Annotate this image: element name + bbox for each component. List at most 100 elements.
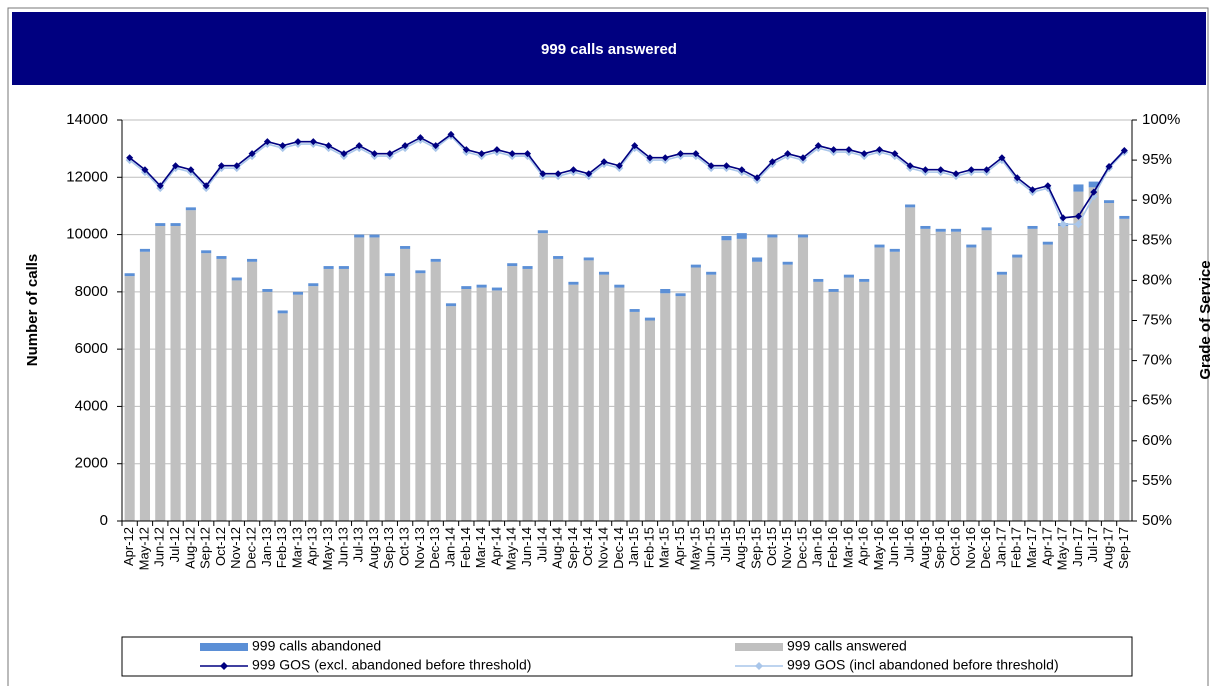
bar — [354, 234, 365, 238]
bar — [752, 257, 763, 262]
x-tick-label: Jan-14 — [442, 527, 457, 567]
bar — [292, 291, 304, 295]
line-marker — [661, 154, 669, 162]
bar — [476, 287, 487, 521]
bar — [583, 260, 594, 521]
bar — [277, 310, 288, 314]
line-marker — [508, 150, 516, 158]
bar — [537, 230, 548, 234]
x-tick-label: Apr-14 — [488, 527, 503, 566]
x-tick-label: Dec-13 — [427, 527, 442, 569]
x-tick-label: Oct-16 — [947, 527, 962, 566]
y-tick-label: 8000 — [75, 283, 108, 300]
bar — [1119, 218, 1130, 521]
bar — [308, 286, 319, 521]
x-tick-label: Feb-17 — [1009, 527, 1024, 568]
y-tick-label: 12000 — [66, 168, 108, 185]
bar — [323, 268, 334, 521]
x-tick-label: Jan-15 — [626, 527, 641, 567]
line-marker — [906, 162, 914, 170]
x-tick-label: Jul-14 — [534, 527, 549, 562]
bar — [139, 251, 151, 521]
bar — [430, 261, 441, 521]
x-tick-label: Dec-15 — [794, 527, 809, 569]
x-tick-label: Mar-14 — [473, 527, 488, 568]
bar — [598, 271, 610, 275]
y-tick-label: 4000 — [75, 397, 108, 414]
x-tick-label: Aug-13 — [366, 527, 381, 569]
line-marker — [692, 150, 700, 158]
line-marker — [585, 170, 593, 178]
x-tick-label: Sep-12 — [198, 527, 213, 569]
bar — [415, 273, 426, 521]
y2-tick-label: 50% — [1142, 512, 1172, 529]
bar — [461, 286, 472, 289]
y2-tick-label: 100% — [1142, 111, 1180, 128]
bar — [996, 274, 1007, 521]
bar — [338, 266, 349, 269]
title-bar — [12, 12, 1206, 85]
x-tick-label: Feb-14 — [458, 527, 473, 568]
bar — [828, 291, 839, 521]
bar — [369, 234, 380, 238]
bar — [308, 283, 319, 287]
x-tick-label: Aug-12 — [182, 527, 197, 569]
bar — [445, 306, 457, 521]
x-tick-label: Jul-15 — [718, 527, 733, 562]
bar — [568, 281, 579, 285]
x-tick-label: Mar-16 — [840, 527, 855, 568]
bar — [583, 257, 594, 261]
bar — [155, 225, 166, 521]
bar — [1073, 184, 1084, 192]
bar — [950, 228, 962, 232]
line-marker — [600, 158, 608, 166]
bar — [216, 258, 227, 521]
y2-tick-label: 95% — [1142, 151, 1172, 168]
bar — [721, 236, 732, 241]
line-marker — [478, 150, 486, 158]
bar — [874, 247, 885, 522]
line-marker — [248, 150, 256, 158]
line-marker — [1090, 188, 1098, 196]
bar — [568, 284, 579, 521]
x-tick-label: Nov-13 — [412, 527, 427, 569]
bar — [782, 264, 793, 521]
bar — [1088, 181, 1099, 188]
x-tick-label: Sep-16 — [932, 527, 947, 569]
bar — [461, 288, 472, 521]
line-marker — [876, 146, 883, 154]
y-tick-label: 2000 — [75, 455, 108, 472]
x-tick-label: Feb-16 — [825, 527, 840, 568]
x-tick-label: Jan-16 — [810, 527, 825, 567]
line-marker — [447, 130, 455, 138]
line-marker — [386, 150, 394, 158]
x-tick-label: Dec-16 — [978, 527, 993, 569]
bar — [507, 263, 518, 267]
line-marker — [493, 146, 501, 154]
bar — [231, 277, 242, 281]
line-marker — [172, 162, 180, 170]
y2-axis-label: Grade of Service — [1197, 260, 1214, 379]
x-tick-label: Aug-14 — [550, 527, 565, 569]
bar — [201, 253, 212, 522]
bar — [629, 311, 640, 521]
bar — [155, 223, 166, 226]
line-marker — [432, 142, 440, 150]
bar — [369, 237, 380, 521]
line-marker — [722, 162, 730, 170]
line-marker — [830, 146, 838, 154]
x-tick-label: Jul-13 — [351, 527, 366, 562]
bar — [476, 284, 487, 288]
bar — [889, 248, 900, 252]
bar — [338, 268, 349, 521]
line-marker — [524, 150, 532, 158]
bar — [736, 238, 747, 521]
bar — [1073, 191, 1084, 521]
bar — [935, 228, 946, 232]
y-tick-label: 6000 — [75, 340, 108, 357]
line-marker — [707, 162, 715, 170]
x-tick-label: Jun-14 — [519, 527, 534, 567]
bar — [920, 225, 931, 229]
legend-swatch — [735, 643, 783, 651]
x-tick-label: Dec-12 — [244, 527, 259, 569]
